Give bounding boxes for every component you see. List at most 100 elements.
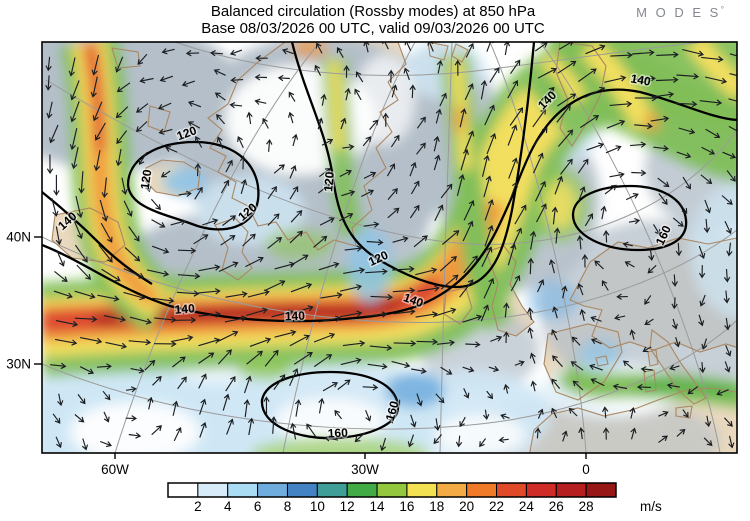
wind-arrow [93,150,101,172]
wind-arrow [147,396,154,410]
wind-arrow [411,367,427,374]
wind-arrow [267,186,277,200]
wind-arrow [139,77,154,84]
wind-arrow [100,222,113,243]
wind-arrow [490,335,503,342]
wind-arrow [630,427,637,440]
wind-arrow [267,237,283,249]
wind-arrow [322,382,339,392]
wind-arrow [705,128,721,139]
wind-arrow [334,409,343,420]
wind-arrow [436,59,444,74]
wind-arrow [415,311,438,318]
wind-arrow [409,84,416,99]
wind-arrow [507,243,517,266]
wind-arrow [246,307,269,316]
wind-arrow [651,91,675,98]
wind-arrow [319,217,335,226]
wind-arrow [604,184,617,195]
wind-arrow [313,354,333,368]
wind-speed-shading [42,42,737,453]
wind-arrow [480,80,488,100]
wind-arrow [602,406,609,419]
wind-arrow [698,314,705,327]
wind-arrow [135,103,149,113]
wind-arrow [571,336,581,346]
wind-arrow [337,379,351,390]
wind-arrow [79,337,103,345]
wind-arrow [98,244,113,263]
wind-arrow [344,245,363,252]
wind-arrow [602,427,610,440]
wind-arrow [703,218,711,234]
wind-arrow [577,158,589,174]
wind-arrow [728,125,737,136]
wind-arrow [198,311,222,318]
wind-arrow [176,290,200,297]
wind-arrow [633,75,656,82]
wind-arrow [194,186,203,200]
wind-arrow [70,80,80,101]
wind-arrow [489,67,500,83]
wind-arrow [225,159,233,173]
wind-arrow [243,375,252,394]
wind-arrow [99,199,109,222]
wind-arrow [703,437,713,447]
wind-arrow [290,254,309,266]
wind-arrow [288,91,296,102]
wind-arrow [728,98,737,107]
wind-arrow [510,274,521,292]
colorbar-tick-label: 22 [489,499,504,514]
wind-arrow [434,418,441,431]
wind-arrow [229,49,243,56]
wind-arrow [529,352,536,364]
wind-arrow [199,398,207,415]
wind-arrow [416,142,426,155]
wind-arrow [507,80,519,99]
wind-arrow [459,108,467,128]
wind-arrow [586,142,605,151]
colorbar-cell [376,482,408,498]
wind-arrow [318,261,340,271]
wind-arrow [726,242,733,257]
contour-line-140 [42,191,153,285]
wind-arrow [533,127,548,146]
wind-arrow [390,134,400,148]
wind-arrow [561,285,568,299]
wind-arrow [610,52,633,59]
wind-arrow [291,305,314,314]
wind-arrow [318,183,331,194]
wind-arrow [603,230,610,243]
wind-arrow [622,241,633,248]
wind-arrow [579,308,586,321]
wind-arrow [121,177,128,196]
wind-arrow [161,48,175,55]
wind-arrow [699,99,723,106]
wind-arrow [612,383,628,390]
wind-arrow [217,330,239,342]
wind-arrow [154,340,177,348]
lat-label: 30N [6,357,31,372]
wind-arrow [363,221,380,228]
wind-arrow [291,133,299,147]
contour-label: 160 [383,399,402,422]
colorbar-cell [227,482,259,498]
wind-arrow [484,224,494,247]
wind-arrow [343,267,366,274]
lon-label: 30W [351,462,379,477]
wind-arrow [222,393,230,411]
wind-arrow [125,415,138,422]
wind-arrow [55,320,79,328]
wind-arrow [728,435,735,449]
wind-arrow [246,350,263,365]
wind-arrow [103,315,127,323]
wind-arrow [363,42,370,53]
wind-arrow [463,199,475,221]
wind-arrow [293,352,313,365]
wind-arrow [674,100,698,108]
wind-arrow [682,176,691,190]
wind-arrow [151,219,166,228]
wind-arrow [363,171,377,179]
wind-arrow [237,135,244,148]
figure-title: Balanced circulation (Rossby modes) at 8… [211,3,536,20]
